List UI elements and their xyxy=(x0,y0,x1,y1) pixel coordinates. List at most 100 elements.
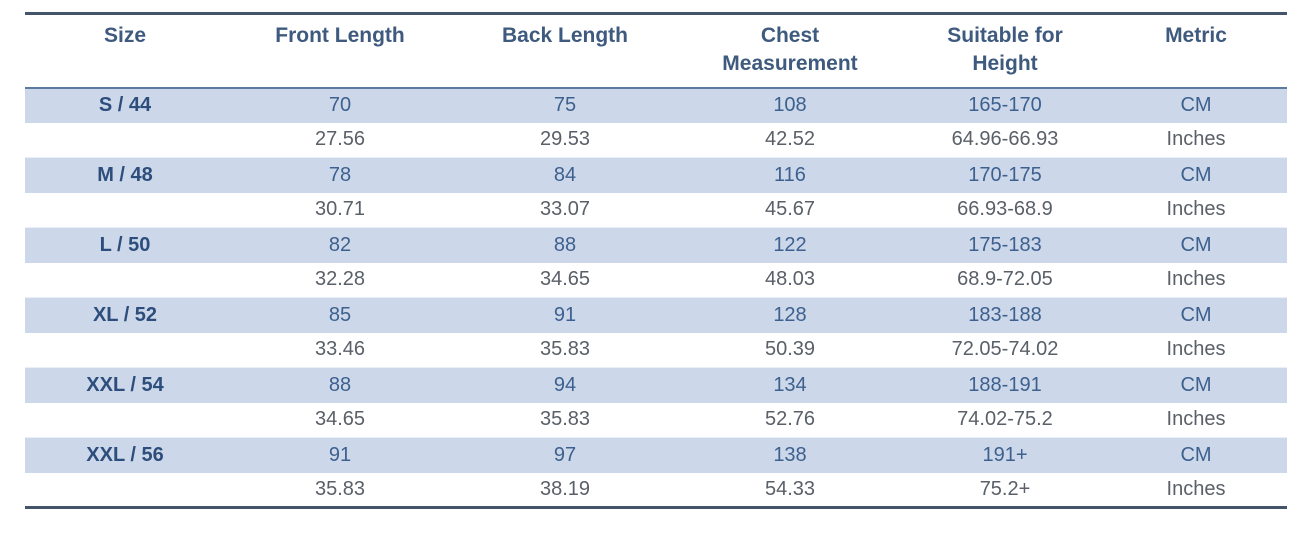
table-row: XXL / 56 91 97 138 191+ CM xyxy=(25,437,1287,473)
front-length-cell: 34.65 xyxy=(314,408,366,431)
metric-cell: Inches xyxy=(1166,198,1226,221)
metric-cell: CM xyxy=(1180,303,1212,326)
back-length-cell: 35.83 xyxy=(539,338,591,361)
size-chart-table: Size Front Length Back Length Chest Measure… xyxy=(25,12,1287,509)
metric-cell: CM xyxy=(1180,373,1212,396)
back-length-cell: 84 xyxy=(553,163,577,186)
table-header: Size Front Length Back Length Chest Measure… xyxy=(25,13,1287,88)
header-label: Suitable for Height xyxy=(947,24,1063,76)
chest-measurement-cell: 45.67 xyxy=(764,198,816,221)
header-label: Size xyxy=(103,24,147,47)
size-cell: XXL / 54 xyxy=(86,373,164,396)
front-length-cell: 78 xyxy=(328,163,352,186)
table-row: XL / 52 85 91 128 183-188 CM xyxy=(25,297,1287,333)
back-length-cell: 91 xyxy=(553,303,577,326)
metric-cell: Inches xyxy=(1166,477,1226,500)
chest-measurement-cell: 128 xyxy=(773,303,807,326)
header-cell-suitable-for-height: Suitable for Height xyxy=(905,14,1105,88)
suitable-for-height-cell: 175-183 xyxy=(968,233,1042,256)
back-length-cell: 38.19 xyxy=(539,477,591,500)
chest-measurement-cell: 52.76 xyxy=(764,408,816,431)
header-cell-back-length: Back Length xyxy=(455,14,675,88)
table-row: 32.28 34.65 48.03 68.9-72.05 Inches xyxy=(25,262,1287,298)
chest-measurement-cell: 42.52 xyxy=(764,128,816,151)
header-label: Chest Measurement xyxy=(722,24,858,76)
table-body: S / 44 70 75 108 165-170 CM 27.56 29.53 42.52 64.… xyxy=(25,87,1287,508)
table-row: 33.46 35.83 50.39 72.05-74.02 Inches xyxy=(25,332,1287,368)
size-cell xyxy=(25,193,225,228)
metric-cell: Inches xyxy=(1166,338,1226,361)
front-length-cell: 32.28 xyxy=(314,268,366,291)
front-length-cell: 35.83 xyxy=(314,477,366,500)
table-row: 35.83 38.19 54.33 75.2+ Inches xyxy=(25,472,1287,508)
metric-cell: Inches xyxy=(1166,268,1226,291)
header-cell-metric: Metric xyxy=(1105,14,1287,88)
chest-measurement-cell: 48.03 xyxy=(764,268,816,291)
back-length-cell: 33.07 xyxy=(539,198,591,221)
table-row: L / 50 82 88 122 175-183 CM xyxy=(25,227,1287,263)
size-cell xyxy=(25,403,225,438)
metric-cell: CM xyxy=(1180,94,1212,116)
chest-measurement-cell: 134 xyxy=(773,373,807,396)
chest-measurement-cell: 122 xyxy=(773,233,807,256)
suitable-for-height-cell: 165-170 xyxy=(968,94,1042,116)
chest-measurement-cell: 54.33 xyxy=(764,477,816,500)
chest-measurement-cell: 138 xyxy=(773,443,807,466)
suitable-for-height-cell: 75.2+ xyxy=(979,477,1031,500)
header-cell-chest-measurement: Chest Measurement xyxy=(675,14,905,88)
metric-cell: Inches xyxy=(1166,128,1226,151)
back-length-cell: 88 xyxy=(553,233,577,256)
suitable-for-height-cell: 183-188 xyxy=(968,303,1042,326)
size-cell xyxy=(25,263,225,298)
size-cell: XL / 52 xyxy=(92,303,158,326)
back-length-cell: 94 xyxy=(553,373,577,396)
metric-cell: CM xyxy=(1180,163,1212,186)
front-length-cell: 88 xyxy=(328,373,352,396)
table-row: M / 48 78 84 116 170-175 CM xyxy=(25,157,1287,193)
table-row: XXL / 54 88 94 134 188-191 CM xyxy=(25,367,1287,403)
size-cell xyxy=(25,473,225,508)
front-length-cell: 70 xyxy=(328,94,352,116)
size-cell xyxy=(25,123,225,158)
size-cell: M / 48 xyxy=(97,163,153,186)
back-length-cell: 29.53 xyxy=(539,128,591,151)
front-length-cell: 85 xyxy=(328,303,352,326)
suitable-for-height-cell: 188-191 xyxy=(968,373,1042,396)
table-row: S / 44 70 75 108 165-170 CM xyxy=(25,87,1287,123)
header-label: Back Length xyxy=(501,24,629,47)
metric-cell: CM xyxy=(1180,443,1212,466)
chest-measurement-cell: 50.39 xyxy=(764,338,816,361)
front-length-cell: 91 xyxy=(328,443,352,466)
suitable-for-height-cell: 68.9-72.05 xyxy=(957,268,1053,291)
front-length-cell: 33.46 xyxy=(314,338,366,361)
size-cell: XXL / 56 xyxy=(86,443,164,466)
header-cell-size: Size xyxy=(25,14,225,88)
size-cell: S / 44 xyxy=(98,94,152,116)
header-cell-front-length: Front Length xyxy=(225,14,455,88)
size-cell xyxy=(25,333,225,368)
metric-cell: Inches xyxy=(1166,408,1226,431)
front-length-cell: 30.71 xyxy=(314,198,366,221)
back-length-cell: 75 xyxy=(553,94,577,116)
back-length-cell: 35.83 xyxy=(539,408,591,431)
size-cell: L / 50 xyxy=(99,233,151,256)
suitable-for-height-cell: 74.02-75.2 xyxy=(957,408,1053,431)
back-length-cell: 97 xyxy=(553,443,577,466)
table-row: 30.71 33.07 45.67 66.93-68.9 Inches xyxy=(25,192,1287,228)
header-row: Size Front Length Back Length Chest Measure… xyxy=(25,13,1287,88)
table-row: 27.56 29.53 42.52 64.96-66.93 Inches xyxy=(25,122,1287,158)
suitable-for-height-cell: 170-175 xyxy=(968,163,1042,186)
chest-measurement-cell: 108 xyxy=(773,94,807,116)
suitable-for-height-cell: 72.05-74.02 xyxy=(951,338,1059,361)
chest-measurement-cell: 116 xyxy=(774,163,806,186)
suitable-for-height-cell: 66.93-68.9 xyxy=(957,198,1053,221)
front-length-cell: 82 xyxy=(328,233,352,256)
metric-cell: CM xyxy=(1180,233,1212,256)
back-length-cell: 34.65 xyxy=(539,268,591,291)
header-label: Front Length xyxy=(275,24,405,47)
front-length-cell: 27.56 xyxy=(314,128,366,151)
suitable-for-height-cell: 64.96-66.93 xyxy=(951,128,1059,151)
table-row: 34.65 35.83 52.76 74.02-75.2 Inches xyxy=(25,402,1287,438)
header-label: Metric xyxy=(1165,24,1227,47)
